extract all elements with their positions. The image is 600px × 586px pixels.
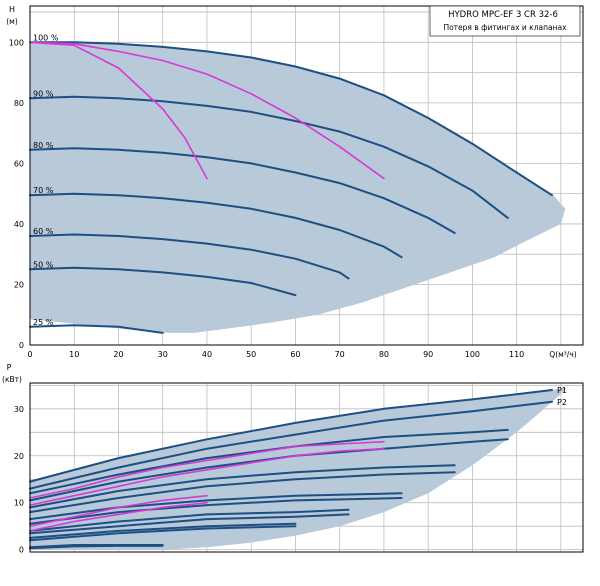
x-tick-label: 60 — [290, 350, 300, 359]
y-tick-label: 0 — [19, 546, 24, 555]
series-label-p2: P2 — [557, 398, 567, 407]
curve-25 — [29, 324, 164, 334]
loss-curve-2 — [29, 447, 385, 506]
series-label-50: 50 % — [33, 260, 54, 269]
curve-50 — [29, 266, 297, 297]
y-tick-label: 0 — [19, 341, 24, 350]
series-label-70: 70 % — [33, 186, 54, 195]
power-axis-unit: (кВт) — [2, 375, 22, 384]
series-label-60: 60 % — [33, 227, 54, 236]
loss-curve-2 — [29, 41, 385, 180]
x-tick-label: 50 — [246, 350, 256, 359]
title-box — [429, 5, 581, 37]
curve-80 — [29, 147, 456, 234]
curve-line-7 — [29, 497, 403, 525]
x-tick-label: 110 — [509, 350, 524, 359]
flow-axis-label: Q(м³/ч) — [549, 350, 576, 359]
series-label-p1: P1 — [557, 386, 567, 395]
y-tick-label: 80 — [14, 99, 24, 108]
x-tick-label: 90 — [423, 350, 433, 359]
curve-100 — [29, 41, 553, 197]
curve-60 — [29, 233, 350, 280]
power-plot-frame — [29, 382, 584, 553]
y-tick-label: 20 — [14, 280, 24, 289]
x-tick-label: 80 — [379, 350, 389, 359]
head-axis-label: H — [9, 5, 15, 14]
x-tick-label: 0 — [27, 350, 32, 359]
x-tick-label: 10 — [69, 350, 79, 359]
y-tick-label: 30 — [14, 405, 24, 414]
curve-line-9 — [29, 513, 350, 535]
head-curves — [29, 41, 553, 334]
curve-p2 — [29, 400, 553, 490]
power-labels: 0 10 20 30 P1 P2 — [14, 386, 567, 555]
x-tick-label: 40 — [202, 350, 212, 359]
head-operating-area — [30, 42, 566, 333]
y-tick-label: 10 — [14, 499, 24, 508]
curve-p1 — [29, 389, 553, 483]
x-tick-label: 100 — [465, 350, 480, 359]
series-label-90: 90 % — [33, 89, 54, 98]
y-tick-label: 100 — [9, 38, 24, 47]
loss-curve-3 — [29, 494, 208, 528]
chart-subtitle: Потеря в фитингах и клапанах — [443, 23, 567, 32]
loss-curve-1 — [29, 440, 385, 499]
curve-line-11 — [29, 525, 297, 542]
curve-90 — [29, 95, 509, 219]
y-tick-label: 20 — [14, 452, 24, 461]
x-tick-label: 70 — [335, 350, 345, 359]
head-plot-frame — [29, 5, 584, 346]
series-label-25: 25 % — [33, 318, 54, 327]
chart-title: HYDRO MPC-EF 3 CR 32-6 — [448, 10, 558, 20]
curve-70 — [29, 192, 403, 259]
loss-curve-1 — [29, 41, 208, 180]
series-label-100: 100 % — [33, 33, 59, 42]
x-tick-label: 20 — [113, 350, 123, 359]
curve-line-10 — [29, 522, 297, 539]
head-labels: 0 20 40 60 80 100 0 10 20 30 40 50 60 70 80 90 100 110 100… — [9, 33, 525, 359]
curve-line-13 — [29, 544, 164, 550]
y-tick-label: 60 — [14, 159, 24, 168]
curve-line-4 — [29, 464, 456, 509]
curve-line-5 — [29, 471, 456, 514]
series-label-80: 80 % — [33, 141, 54, 150]
loss-curve-4 — [29, 501, 208, 532]
operating-area — [30, 42, 566, 333]
x-tick-label: 30 — [158, 350, 168, 359]
head-axis-unit: (м) — [6, 17, 18, 26]
power-axis-label: P — [7, 363, 12, 372]
curve-line-6 — [29, 492, 403, 521]
y-tick-label: 40 — [14, 220, 24, 229]
curve-line-8 — [29, 508, 350, 532]
power-curves — [29, 389, 553, 550]
